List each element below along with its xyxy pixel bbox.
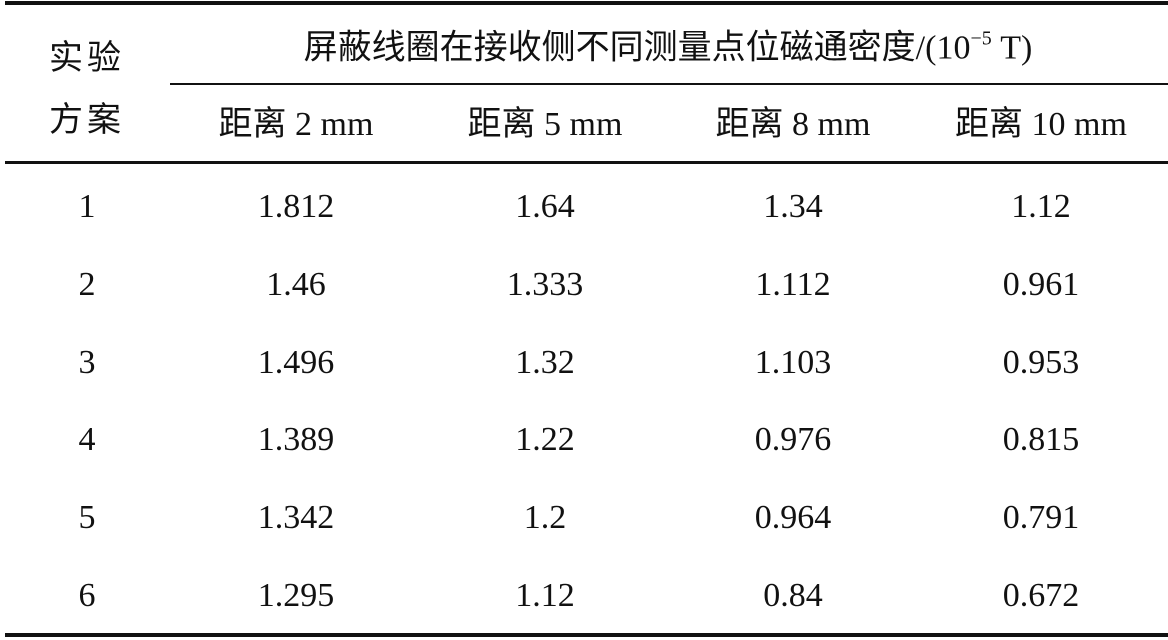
table-cell: 1.496 — [257, 343, 335, 381]
table-cell: 1.342 — [257, 499, 335, 537]
corner-header: 实验方案 — [49, 40, 125, 139]
table-cell: 0.84 — [763, 577, 823, 614]
table-cell: 0.815 — [1002, 421, 1080, 459]
top-rule — [5, 1, 1168, 5]
group-header: 屏蔽线圈在接收侧不同测量点位磁通密度/(10−5 T) — [304, 29, 1033, 66]
row-label: 5 — [78, 499, 96, 537]
table-cell: 0.961 — [1002, 265, 1080, 303]
bottom-rule — [5, 633, 1168, 637]
table-cell: 1.112 — [755, 265, 831, 303]
column-header: 距离 10 mm — [955, 106, 1127, 143]
group-title: 屏蔽线圈在接收侧不同测量点位磁通密度/(10 — [303, 29, 971, 67]
table-cell: 1.32 — [515, 343, 575, 381]
table-cell: 1.2 — [523, 499, 567, 537]
group-title-exponent: −5 — [970, 27, 992, 50]
row-label: 4 — [78, 421, 96, 459]
table-cell: 1.64 — [515, 188, 575, 225]
group-rule — [170, 83, 1168, 85]
table-cell: 0.976 — [754, 421, 832, 459]
table-cell: 0.791 — [1002, 499, 1080, 537]
row-label: 1 — [78, 188, 96, 225]
table-cell: 0.953 — [1002, 343, 1080, 381]
table-cell: 1.295 — [257, 577, 335, 614]
table-cell: 1.22 — [515, 421, 575, 459]
table-cell: 1.103 — [754, 343, 832, 381]
group-title-unit: T) — [991, 29, 1033, 67]
table-cell: 1.12 — [515, 577, 575, 614]
table-cell: 1.46 — [266, 265, 326, 303]
column-header: 距离 8 mm — [715, 106, 871, 143]
table-cell: 1.812 — [257, 188, 335, 225]
column-header: 距离 2 mm — [218, 106, 374, 143]
header-rule — [5, 161, 1168, 164]
table-cell: 1.333 — [506, 265, 584, 303]
row-label: 3 — [78, 343, 96, 381]
table-cell: 1.389 — [257, 421, 335, 459]
column-header: 距离 5 mm — [467, 106, 623, 143]
row-label: 6 — [78, 577, 96, 614]
table-cell: 1.34 — [763, 188, 823, 225]
row-label: 2 — [78, 265, 96, 303]
table-cell: 1.12 — [1011, 188, 1071, 225]
table-cell: 0.672 — [1002, 577, 1080, 614]
table-cell: 0.964 — [754, 499, 832, 537]
